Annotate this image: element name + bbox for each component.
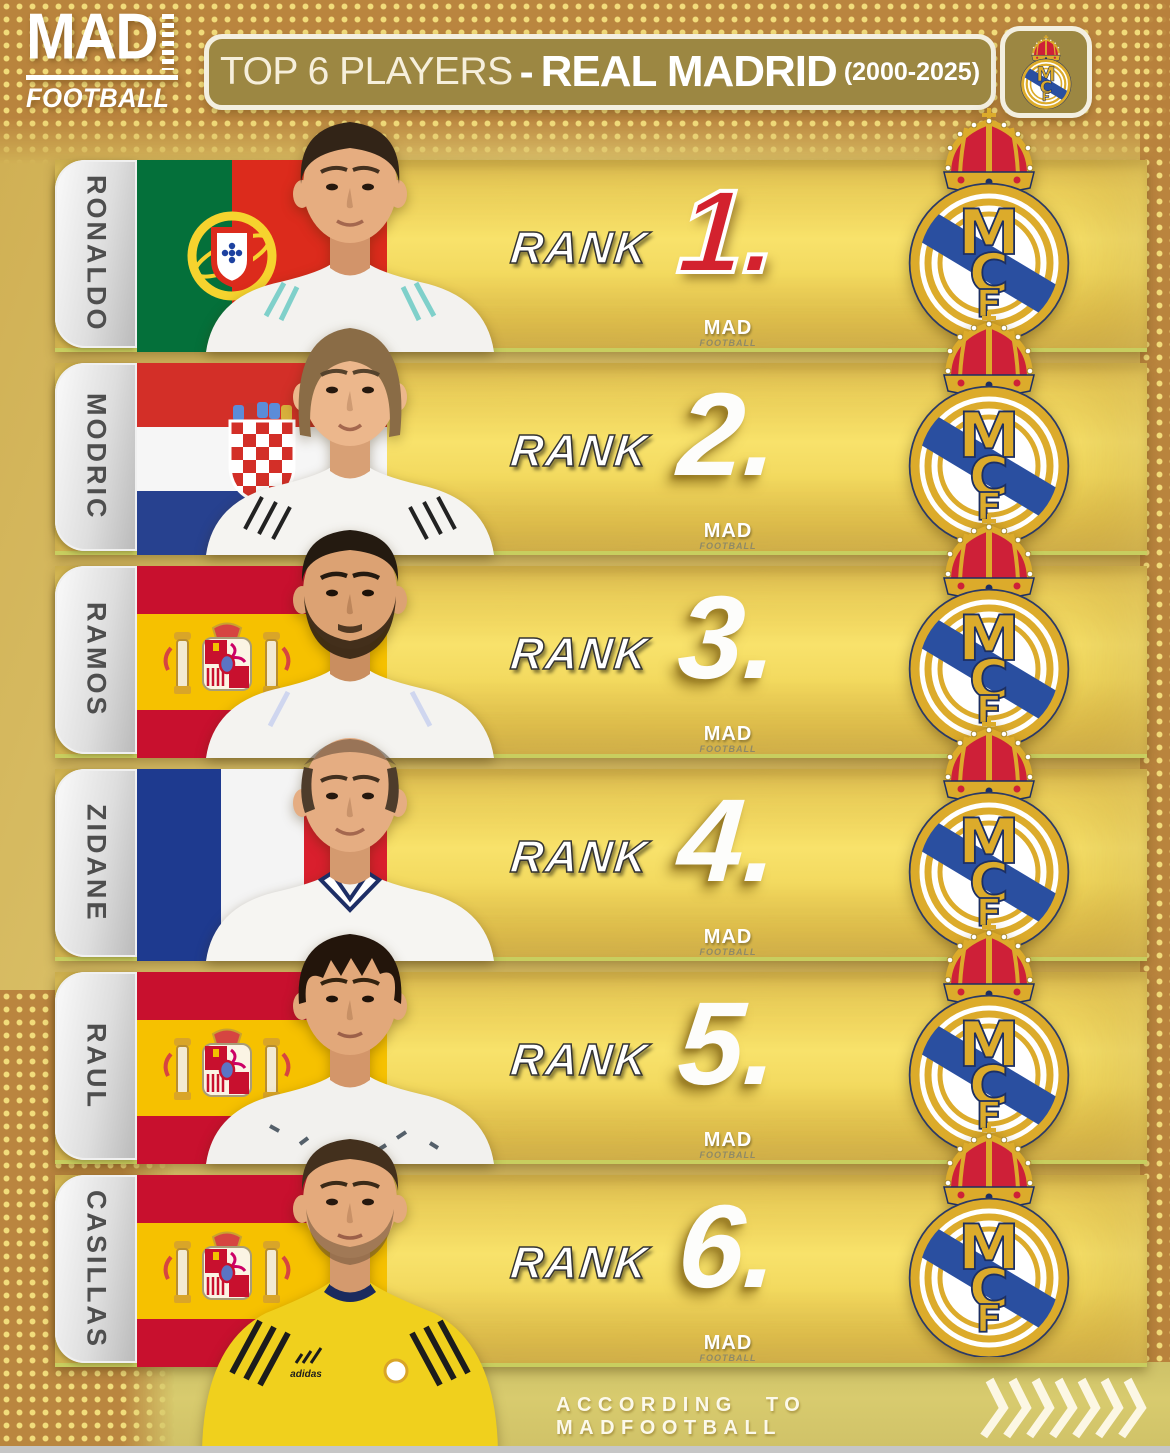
flag-croatia-icon bbox=[137, 363, 387, 555]
rank-number: 2. bbox=[674, 369, 782, 501]
logo-line2: FOOTBALL bbox=[26, 83, 170, 113]
title-light: TOP 6 PLAYERS bbox=[219, 50, 513, 93]
watermark-line2: FOOTBALL bbox=[699, 541, 757, 551]
madfootball-watermark: MAD FOOTBALL bbox=[643, 521, 813, 551]
real-madrid-crest bbox=[903, 311, 1075, 545]
player-row-casillas: CASILLAS bbox=[55, 1175, 1147, 1451]
player-name-label: CASILLAS bbox=[81, 1189, 112, 1349]
flag-spain-icon bbox=[137, 566, 387, 758]
flag-portugal-icon bbox=[137, 160, 387, 352]
real-madrid-crest bbox=[903, 717, 1075, 951]
watermark-line1: MAD bbox=[703, 520, 753, 542]
watermark-line2: FOOTBALL bbox=[699, 947, 757, 957]
chevron-arrows-icon bbox=[980, 1377, 1147, 1439]
logo-underline bbox=[26, 75, 178, 80]
title-years: (2000-2025) bbox=[843, 57, 981, 86]
player-name-label: RAMOS bbox=[81, 602, 112, 718]
player-name-tab: RONALDO bbox=[55, 160, 137, 348]
rank-number: 5. bbox=[674, 978, 782, 1110]
logo-decorative-strip bbox=[161, 14, 174, 70]
madfootball-watermark: MAD FOOTBALL bbox=[643, 927, 813, 957]
real-madrid-crest bbox=[903, 920, 1075, 1154]
watermark-line1: MAD bbox=[703, 1332, 753, 1354]
flag-spain-icon bbox=[137, 972, 387, 1164]
player-name-tab: MODRIC bbox=[55, 363, 137, 551]
bottom-edge-bar bbox=[0, 1446, 1170, 1453]
player-name-label: RAUL bbox=[81, 1022, 112, 1110]
player-name-tab: CASILLAS bbox=[55, 1175, 137, 1363]
player-name-label: MODRIC bbox=[81, 393, 112, 521]
real-madrid-crest-icon bbox=[1019, 35, 1073, 109]
player-name-label: RONALDO bbox=[81, 175, 112, 333]
flag-france-icon bbox=[137, 769, 387, 961]
madfootball-watermark: MAD FOOTBALL bbox=[643, 724, 813, 754]
player-name-tab: RAMOS bbox=[55, 566, 137, 754]
madfootball-watermark: MAD FOOTBALL bbox=[643, 318, 813, 348]
watermark-line2: FOOTBALL bbox=[699, 338, 757, 348]
player-name-label: ZIDANE bbox=[81, 803, 112, 923]
real-madrid-crest bbox=[903, 1123, 1075, 1357]
real-madrid-crest bbox=[903, 108, 1075, 342]
watermark-line1: MAD bbox=[703, 1129, 753, 1151]
watermark-line2: FOOTBALL bbox=[699, 1353, 757, 1363]
rank-number: 6. bbox=[674, 1181, 782, 1313]
flag-spain-icon bbox=[137, 1175, 387, 1367]
player-row-raul: RAUL bbox=[55, 972, 1147, 1164]
player-name-tab: ZIDANE bbox=[55, 769, 137, 957]
footer-band bbox=[0, 1362, 1170, 1453]
rank-number: 1. bbox=[672, 164, 784, 300]
watermark-line1: MAD bbox=[703, 926, 753, 948]
title-dash: - bbox=[519, 48, 534, 95]
title-banner: TOP 6 PLAYERS - REAL MADRID (2000-2025) bbox=[204, 34, 996, 110]
madfootball-watermark: MAD FOOTBALL bbox=[643, 1130, 813, 1160]
player-name-tab: RAUL bbox=[55, 972, 137, 1160]
header-crest-box bbox=[1000, 26, 1092, 118]
rank-number: 3. bbox=[674, 572, 782, 704]
watermark-line2: FOOTBALL bbox=[699, 744, 757, 754]
watermark-line1: MAD bbox=[703, 723, 753, 745]
rank-number: 4. bbox=[674, 775, 782, 907]
watermark-line2: FOOTBALL bbox=[699, 1150, 757, 1160]
title-bold: REAL MADRID bbox=[540, 47, 838, 96]
real-madrid-crest bbox=[903, 514, 1075, 748]
logo-line1: MAD bbox=[26, 0, 159, 73]
watermark-line1: MAD bbox=[703, 317, 753, 339]
footer-caption: ACCORDING TO MADFOOTBALL bbox=[556, 1394, 807, 1439]
madfootball-logo: MAD FOOTBALL bbox=[26, 0, 178, 114]
madfootball-watermark: MAD FOOTBALL bbox=[643, 1333, 813, 1363]
